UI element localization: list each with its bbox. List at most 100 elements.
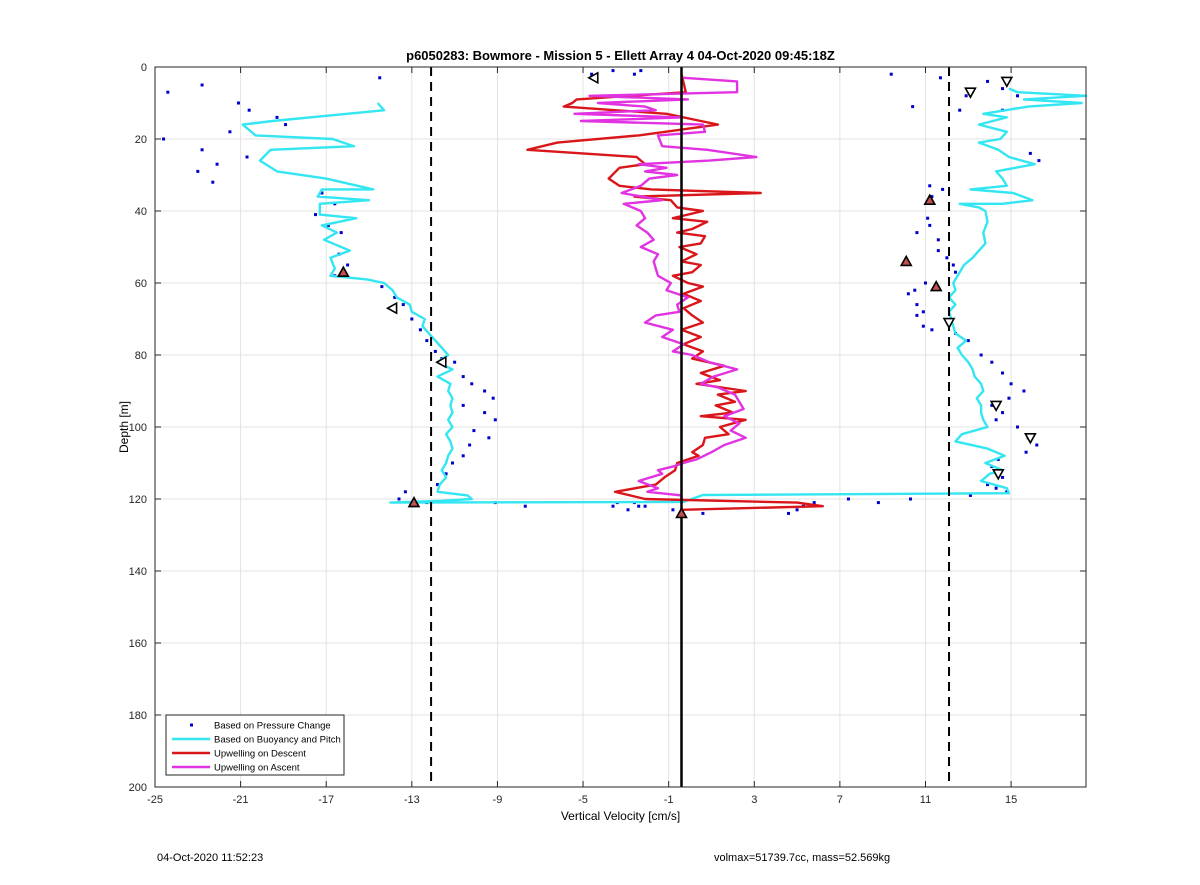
data-point <box>403 490 407 494</box>
y-tick-label: 180 <box>129 710 147 722</box>
data-point <box>953 270 957 274</box>
y-tick-label: 0 <box>141 62 147 74</box>
y-tick-label: 60 <box>135 278 147 290</box>
data-point <box>889 72 893 76</box>
data-point <box>1037 159 1041 163</box>
data-point <box>491 396 495 400</box>
data-point <box>1009 382 1013 386</box>
data-point <box>968 493 972 497</box>
data-point <box>846 497 850 501</box>
data-point <box>275 115 279 119</box>
y-tick-label: 120 <box>129 494 147 506</box>
legend-label: Based on Buoyancy and Pitch <box>214 735 341 746</box>
data-point <box>236 101 240 105</box>
data-point <box>926 216 930 220</box>
data-point <box>951 263 955 267</box>
data-point <box>444 472 448 476</box>
legend-label: Upwelling on Descent <box>214 749 306 760</box>
data-point <box>339 231 343 235</box>
data-point <box>468 443 472 447</box>
data-point <box>436 483 440 487</box>
data-point <box>483 411 487 415</box>
data-point <box>930 328 934 332</box>
up-triangle-marker <box>923 193 937 205</box>
based-on-buoyancy-and-pitchline <box>241 87 1088 504</box>
data-point <box>936 238 940 242</box>
down-triangle-marker <box>991 468 1005 481</box>
data-point <box>1001 411 1005 415</box>
up-triangle-marker <box>929 279 943 292</box>
data-point <box>393 295 397 299</box>
data-point <box>921 310 925 314</box>
left-triangle-marker <box>587 71 599 85</box>
data-point <box>215 162 219 166</box>
y-tick-label: 160 <box>129 638 147 650</box>
y-tick-label: 20 <box>135 134 147 146</box>
legend-box <box>165 714 345 776</box>
x-tick-label: 3 <box>751 794 757 806</box>
data-point <box>450 461 454 465</box>
data-point <box>671 508 675 512</box>
data-point <box>643 504 647 508</box>
x-tick-label: -13 <box>404 794 420 806</box>
left-triangle-marker <box>435 355 447 369</box>
chart-title: p6050283: Bowmore - Mission 5 - Ellett A… <box>406 48 835 63</box>
data-point <box>380 285 384 289</box>
x-tick-label: -21 <box>233 794 249 806</box>
x-axis-label: Vertical Velocity [cm/s] <box>561 809 680 823</box>
data-point <box>461 454 465 458</box>
data-point <box>915 231 919 235</box>
data-point <box>1001 87 1005 91</box>
data-point <box>397 497 401 501</box>
data-point <box>701 511 705 515</box>
data-point <box>611 504 615 508</box>
data-point <box>314 213 318 217</box>
data-point <box>401 303 405 307</box>
x-tick-label: 7 <box>837 794 843 806</box>
pressure-change-points <box>162 69 1041 515</box>
data-point <box>911 105 915 109</box>
data-point <box>1007 396 1011 400</box>
data-point <box>986 483 990 487</box>
data-point <box>928 184 932 188</box>
data-point <box>245 155 249 159</box>
x-tick-label: 11 <box>920 794 931 806</box>
data-point <box>410 317 414 321</box>
down-triangle-marker <box>989 400 1003 413</box>
up-triangle-marker <box>899 254 913 267</box>
y-tick-label: 100 <box>129 422 147 434</box>
data-point <box>200 148 204 152</box>
data-point <box>472 429 476 433</box>
plot-area <box>162 67 1088 787</box>
data-point <box>1022 389 1026 393</box>
data-point <box>795 508 799 512</box>
data-point <box>211 180 215 184</box>
data-point <box>906 292 910 296</box>
data-point <box>936 249 940 253</box>
data-point <box>1005 490 1009 494</box>
data-point <box>196 169 200 173</box>
data-point <box>915 303 919 307</box>
upwelling-on-ascentline <box>573 76 758 499</box>
data-point <box>493 418 497 422</box>
x-tick-label: -5 <box>578 794 588 806</box>
data-point <box>590 72 594 76</box>
data-point <box>1016 425 1020 429</box>
y-tick-label: 80 <box>135 350 147 362</box>
data-point <box>938 76 942 80</box>
y-axis-label: Depth [m] <box>117 401 131 453</box>
data-point <box>915 313 919 317</box>
data-point <box>923 281 927 285</box>
down-triangle-marker <box>1023 432 1037 445</box>
data-point <box>876 501 880 505</box>
data-point <box>228 130 232 134</box>
data-point <box>812 501 816 505</box>
data-point <box>930 195 934 199</box>
up-triangle-marker <box>407 495 421 508</box>
data-point <box>994 418 998 422</box>
data-point <box>200 83 204 87</box>
data-point <box>418 328 422 332</box>
data-point <box>1028 151 1032 155</box>
data-point <box>994 486 998 490</box>
